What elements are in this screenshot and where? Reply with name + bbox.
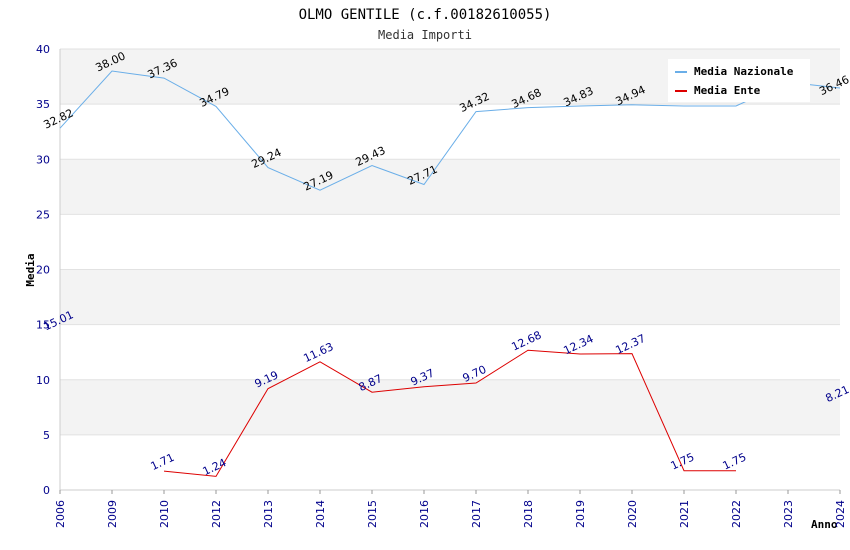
y-tick-labels: 0 5 10 15 20 25 30 35 40 bbox=[36, 43, 50, 497]
x-tick-label: 2017 bbox=[470, 500, 483, 528]
plot-band bbox=[60, 104, 840, 160]
x-tick-label: 2016 bbox=[418, 500, 431, 528]
x-tick-label: 2020 bbox=[626, 500, 639, 528]
plot-band bbox=[60, 269, 840, 325]
y-tick-label: 25 bbox=[36, 208, 50, 221]
legend-label-media-nazionale: Media Nazionale bbox=[694, 65, 794, 78]
series-lines bbox=[59, 70, 841, 477]
y-tick-label: 30 bbox=[36, 153, 50, 166]
chart-title: OLMO GENTILE (c.f.00182610055) bbox=[299, 7, 552, 23]
x-tick-label: 2013 bbox=[262, 500, 275, 528]
y-axis-label: Media bbox=[24, 253, 37, 286]
x-tick-labels: 2006 2009 2010 2012 2013 2014 2015 2016 2017 2018… bbox=[54, 490, 847, 528]
plot-band bbox=[60, 159, 840, 215]
x-tick-label: 2018 bbox=[522, 500, 535, 528]
x-tick-label: 2009 bbox=[106, 500, 119, 528]
chart-subtitle: Media Importi bbox=[378, 28, 472, 42]
plot-band bbox=[60, 214, 840, 270]
x-tick-label: 2023 bbox=[782, 500, 795, 528]
x-tick-label: 2021 bbox=[678, 500, 691, 528]
x-tick-label: 2022 bbox=[730, 500, 743, 528]
x-tick-label: 2006 bbox=[54, 500, 67, 528]
y-tick-label: 5 bbox=[43, 429, 50, 442]
series-line-media-nazionale bbox=[59, 70, 841, 191]
legend-box bbox=[668, 59, 810, 102]
y-tick-label: 40 bbox=[36, 43, 50, 56]
x-tick-label: 2019 bbox=[574, 500, 587, 528]
plot-band bbox=[60, 324, 840, 380]
x-tick-label: 2024 bbox=[834, 500, 847, 528]
plot-band bbox=[60, 434, 840, 490]
plot-band bbox=[60, 379, 840, 435]
y-tick-label: 15 bbox=[36, 319, 50, 332]
x-tick-label: 2014 bbox=[314, 500, 327, 528]
x-axis-label: Anno bbox=[811, 518, 838, 531]
x-tick-label: 2015 bbox=[366, 500, 379, 528]
series-line-media-ente bbox=[163, 349, 736, 477]
y-tick-label: 10 bbox=[36, 374, 50, 387]
legend: Media Nazionale Media Ente bbox=[668, 59, 810, 102]
x-tick-label: 2010 bbox=[158, 500, 171, 528]
x-tick-label: 2012 bbox=[210, 500, 223, 528]
legend-label-media-ente: Media Ente bbox=[694, 84, 761, 97]
plot-background-bands bbox=[60, 49, 840, 490]
y-tick-label: 35 bbox=[36, 98, 50, 111]
y-tick-label: 0 bbox=[43, 484, 50, 497]
y-tick-label: 20 bbox=[36, 264, 50, 277]
